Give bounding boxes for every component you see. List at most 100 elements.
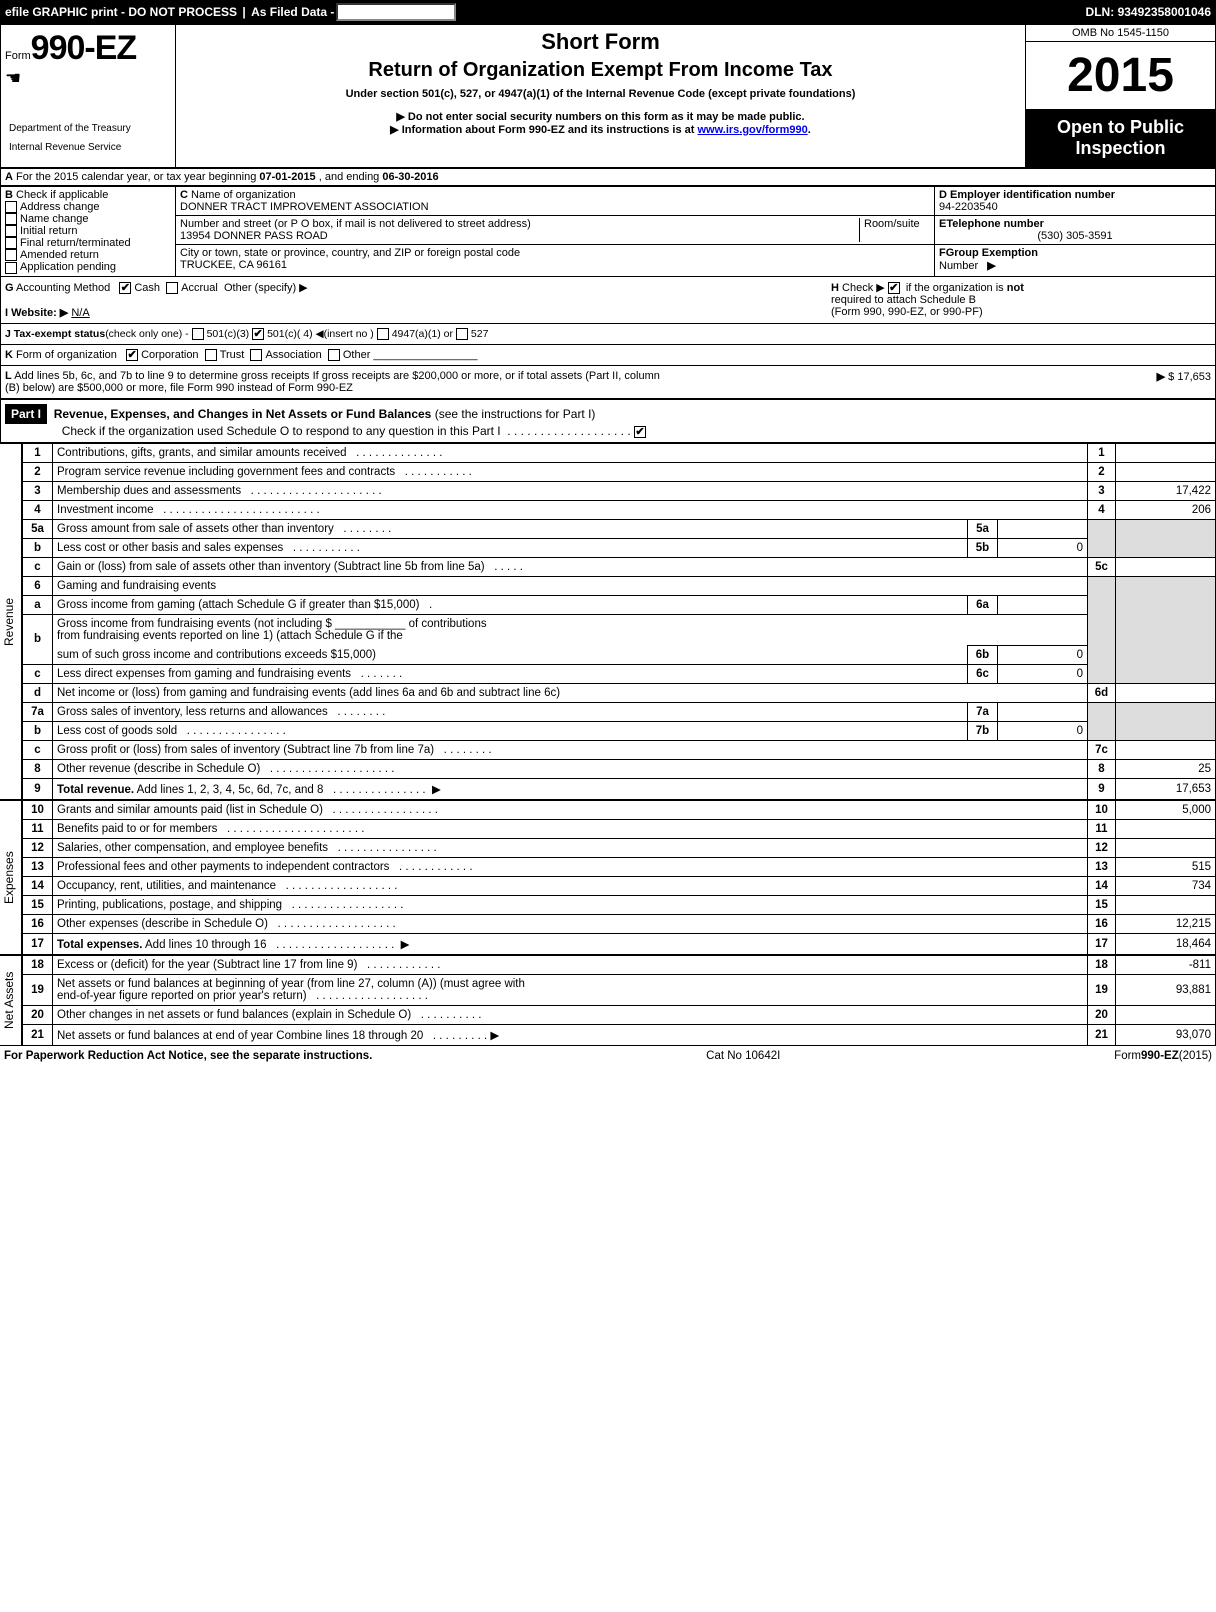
l13-rnum: 13 xyxy=(1088,857,1116,876)
row-k: K Form of organization ✔Corporation Trus… xyxy=(0,345,1216,366)
l3-num: 3 xyxy=(23,481,53,500)
l14-rval: 734 xyxy=(1116,876,1216,895)
l7a-desc: Gross sales of inventory, less returns a… xyxy=(57,706,328,718)
opt-assoc: Association xyxy=(265,349,321,361)
efile-label: efile GRAPHIC print - DO NOT PROCESS xyxy=(5,5,237,19)
part-i-label: Part I xyxy=(5,404,47,424)
check-if-applicable: Check if applicable xyxy=(16,189,108,201)
row-l-label: L xyxy=(5,370,12,382)
revenue-sidebar: Revenue xyxy=(0,443,22,800)
l10-desc: Grants and similar amounts paid (list in… xyxy=(57,804,323,816)
l7b-subval: 0 xyxy=(998,721,1088,740)
l6d-num: d xyxy=(23,683,53,702)
efile-topbar: efile GRAPHIC print - DO NOT PROCESS | A… xyxy=(0,0,1216,24)
row-l-arrow: ▶ xyxy=(1157,371,1165,383)
l5a-subnum: 5a xyxy=(968,519,998,538)
l2-rval xyxy=(1116,462,1216,481)
row-gh: G Accounting Method ✔Cash Accrual Other … xyxy=(0,277,1216,324)
subtitle: Under section 501(c), 527, or 4947(a)(1)… xyxy=(184,88,1017,100)
l21-num: 21 xyxy=(23,1024,53,1045)
chk-trust[interactable] xyxy=(205,349,217,361)
chk-corp[interactable]: ✔ xyxy=(126,349,138,361)
l6b-desc4: sum of such gross income and contributio… xyxy=(57,649,376,661)
l6c-subnum: 6c xyxy=(968,664,998,683)
chk-amended[interactable] xyxy=(5,249,17,261)
chk-partI-schedO[interactable]: ✔ xyxy=(634,426,646,438)
part-i-checkline: Check if the organization used Schedule … xyxy=(62,424,501,438)
l19-rval: 93,881 xyxy=(1116,974,1216,1005)
row-j: J Tax-exempt status(check only one) - 50… xyxy=(0,324,1216,345)
l3-desc: Membership dues and assessments xyxy=(57,485,241,497)
chk-other[interactable] xyxy=(328,349,340,361)
opt-pending: Application pending xyxy=(20,261,116,273)
footer-form-prefix: Form xyxy=(1114,1050,1141,1062)
chk-cash[interactable]: ✔ xyxy=(119,282,131,294)
l13-rval: 515 xyxy=(1116,857,1216,876)
l21-rnum: 21 xyxy=(1088,1024,1116,1045)
row-k-label: K xyxy=(5,349,13,361)
dln-value: 93492358001046 xyxy=(1118,5,1211,19)
main-title: Return of Organization Exempt From Incom… xyxy=(184,59,1017,82)
l6b-num: b xyxy=(23,614,53,664)
row-h-text4: (Form 990, 990-EZ, or 990-PF) xyxy=(831,306,983,318)
chk-4947[interactable] xyxy=(377,328,389,340)
l15-rval xyxy=(1116,895,1216,914)
l7b-desc: Less cost of goods sold xyxy=(57,725,177,737)
chk-h[interactable]: ✔ xyxy=(888,282,900,294)
chk-pending[interactable] xyxy=(5,262,17,274)
irs-link[interactable]: www.irs.gov/form990 xyxy=(698,124,808,136)
l6-desc: Gaming and fundraising events xyxy=(53,576,1088,595)
l6c-num: c xyxy=(23,664,53,683)
website-label: I Website: ▶ xyxy=(5,307,68,319)
part-i-paren: (see the instructions for Part I) xyxy=(435,407,596,421)
col-b: B Check if applicable Address change Nam… xyxy=(1,187,176,276)
opt-other-specify: Other (specify) ▶ xyxy=(224,282,308,294)
l6a-desc: Gross income from gaming (attach Schedul… xyxy=(57,599,419,611)
opt-amended: Amended return xyxy=(20,249,99,261)
row-h-text2: if the organization is xyxy=(906,282,1004,294)
l6d-rnum: 6d xyxy=(1088,683,1116,702)
footer-right: Form990-EZ(2015) xyxy=(1114,1050,1212,1062)
chk-name-change[interactable] xyxy=(5,213,17,225)
l9-rnum: 9 xyxy=(1088,778,1116,799)
opt-address-change: Address change xyxy=(20,201,100,213)
row-l-amount: $ 17,653 xyxy=(1168,371,1211,383)
row-a-text1: For the 2015 calendar year, or tax year … xyxy=(16,171,256,183)
chk-501c[interactable]: ✔ xyxy=(252,328,264,340)
note2-period: . xyxy=(808,124,811,136)
street-label: Number and street (or P O box, if mail i… xyxy=(180,218,531,230)
note1: ▶ Do not enter social security numbers o… xyxy=(184,110,1017,123)
l7a-subnum: 7a xyxy=(968,702,998,721)
l1-rnum: 1 xyxy=(1088,443,1116,462)
chk-accrual[interactable] xyxy=(166,282,178,294)
l6b-desc2: of contributions xyxy=(409,618,487,630)
l4-desc: Investment income xyxy=(57,504,154,516)
chk-address-change[interactable] xyxy=(5,201,17,213)
asfileddata-input[interactable] xyxy=(336,3,456,21)
l7b-subnum: 7b xyxy=(968,721,998,740)
l3-rnum: 3 xyxy=(1088,481,1116,500)
opt-final-return: Final return/terminated xyxy=(20,237,131,249)
open-public: Open to Public Inspection xyxy=(1026,109,1215,167)
row-l: L Add lines 5b, 6c, and 7b to line 9 to … xyxy=(0,366,1216,399)
row-h-not: not xyxy=(1007,282,1024,294)
opt-501c: 501(c)( 4) ◀(insert no ) xyxy=(267,328,374,340)
chk-527[interactable] xyxy=(456,328,468,340)
open-public-2: Inspection xyxy=(1030,138,1211,159)
l17-num: 17 xyxy=(23,933,53,954)
omb-no: OMB No 1545-1150 xyxy=(1026,25,1215,42)
note2-text: ▶ Information about Form 990-EZ and its … xyxy=(390,124,697,136)
street-value: 13954 DONNER PASS ROAD xyxy=(180,230,328,242)
l11-num: 11 xyxy=(23,819,53,838)
group-number-label: Number xyxy=(939,260,978,272)
chk-assoc[interactable] xyxy=(250,349,262,361)
l6a-num: a xyxy=(23,595,53,614)
l16-desc: Other expenses (describe in Schedule O) xyxy=(57,918,268,930)
chk-501c3[interactable] xyxy=(192,328,204,340)
row-j-text: (check only one) - xyxy=(105,328,188,340)
l9-rval: 17,653 xyxy=(1116,778,1216,799)
l15-rnum: 15 xyxy=(1088,895,1116,914)
l12-rval xyxy=(1116,838,1216,857)
chk-final-return[interactable] xyxy=(5,237,17,249)
chk-initial-return[interactable] xyxy=(5,225,17,237)
